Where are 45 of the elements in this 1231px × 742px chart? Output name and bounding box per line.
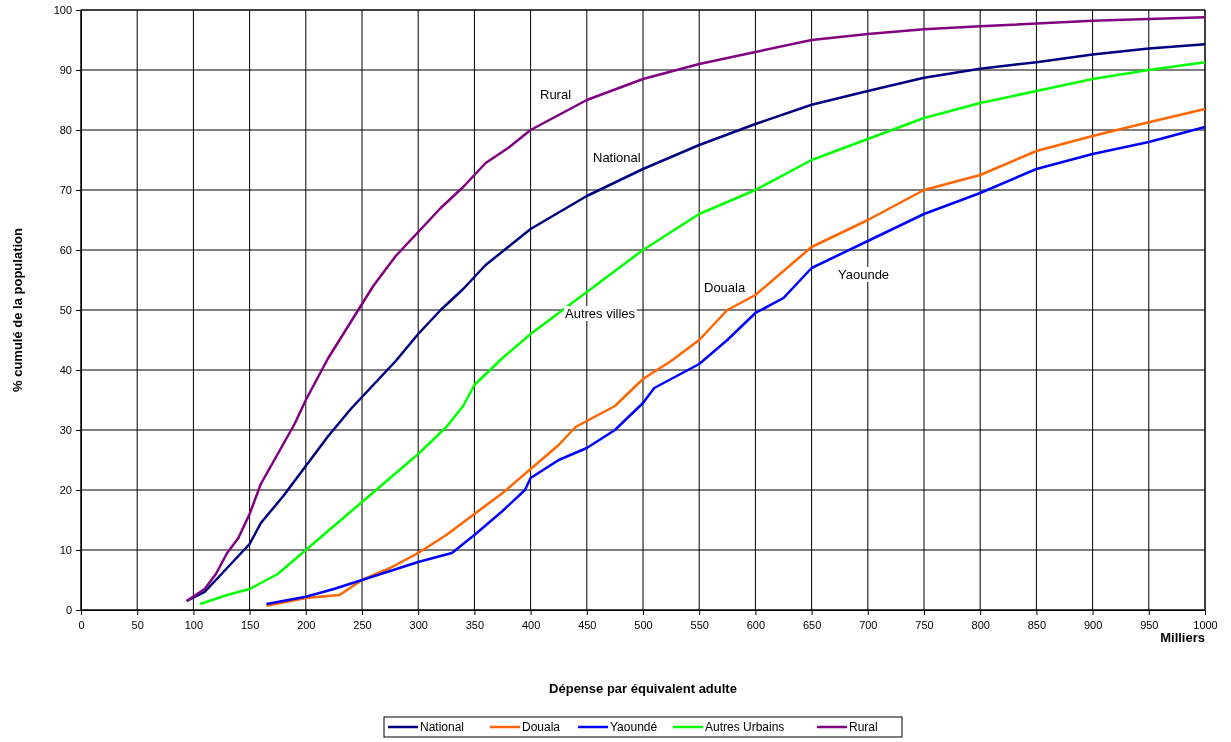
y-tick-label: 60 [59, 244, 72, 257]
x-axis-title: Dépense par équivalent adulte [549, 681, 737, 696]
y-tick-label: 30 [59, 424, 72, 437]
y-tick-label: 50 [59, 304, 72, 317]
y-tick-label: 80 [59, 124, 72, 137]
y-tick-label: 70 [59, 184, 72, 197]
x-tick-label: 500 [634, 618, 653, 631]
y-tick-label: 90 [59, 64, 72, 77]
x-tick-label: 100 [184, 618, 204, 631]
y-axis-title: % cumulé de la population [10, 227, 25, 392]
x-tick-label: 350 [465, 618, 485, 631]
x-tick-label: 50 [131, 618, 144, 631]
legend-label: National [420, 720, 465, 734]
x-tick-label: 700 [859, 618, 878, 631]
y-tick-label: 0 [65, 604, 72, 617]
legend-label: Douala [522, 720, 561, 734]
x-tick-label: 450 [578, 618, 597, 631]
x-tick-label: 300 [409, 618, 428, 631]
x-tick-label: 0 [78, 618, 85, 631]
x-tick-label: 600 [746, 618, 766, 631]
x-tick-label: 850 [1027, 618, 1047, 631]
legend-label: Rural [849, 720, 878, 734]
annotation: National [593, 150, 641, 165]
legend-label: Autres Urbains [705, 720, 785, 734]
x-tick-label: 750 [915, 618, 934, 631]
x-tick-label: 550 [690, 618, 709, 631]
y-tick-label: 20 [59, 484, 72, 497]
x-tick-label: 900 [1083, 618, 1103, 631]
annotation: Douala [704, 280, 746, 295]
x-tick-label: 950 [1140, 618, 1159, 631]
y-tick-label: 10 [59, 544, 72, 557]
annotation: Rural [540, 87, 572, 102]
x-tick-label: 400 [521, 618, 541, 631]
y-tick-label: 100 [53, 4, 72, 17]
x-tick-label: 200 [297, 618, 316, 631]
annotation: Yaounde [838, 267, 890, 282]
y-tick-label: 40 [59, 364, 72, 377]
legend-label: Yaoundé [610, 720, 658, 734]
x-tick-label: 150 [240, 618, 260, 631]
annotation: Autres villes [565, 306, 636, 321]
x-tick-label: 1000 [1193, 618, 1218, 631]
text: Milliers [1160, 630, 1205, 645]
x-tick-label: 650 [802, 618, 822, 631]
x-tick-label: 250 [353, 618, 372, 631]
x-tick-label: 800 [971, 618, 990, 631]
